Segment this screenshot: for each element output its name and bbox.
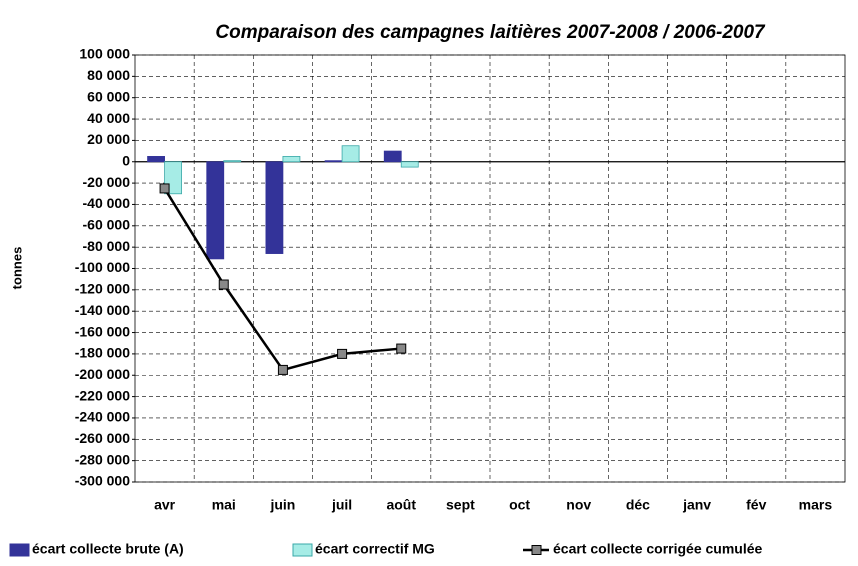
bar <box>324 160 343 163</box>
bar <box>206 161 225 260</box>
plot-border <box>134 54 846 483</box>
y-tick-label: -160 000 <box>75 323 130 339</box>
y-tick-label: -100 000 <box>75 259 130 275</box>
bar <box>282 156 301 163</box>
bar <box>400 161 419 168</box>
y-tick-label: 80 000 <box>87 67 130 83</box>
legend-swatch <box>9 543 30 557</box>
y-tick-label: -20 000 <box>83 174 131 190</box>
y-tick-label: -300 000 <box>75 473 130 489</box>
x-tick-label: avr <box>154 497 176 513</box>
x-tick-label: déc <box>626 497 650 513</box>
y-tick-label: -220 000 <box>75 387 130 403</box>
y-tick-label: -120 000 <box>75 281 130 297</box>
x-tick-label: juil <box>331 497 352 513</box>
y-tick-label: -240 000 <box>75 409 130 425</box>
marker <box>218 279 229 290</box>
y-tick-label: 60 000 <box>87 88 130 104</box>
x-tick-label: fév <box>746 497 766 513</box>
y-tick-label: -260 000 <box>75 430 130 446</box>
y-tick-label: -40 000 <box>83 195 131 211</box>
legend-label: écart collecte corrigée cumulée <box>553 541 763 557</box>
x-tick-label: janv <box>682 497 711 513</box>
chart-title: Comparaison des campagnes laitières 2007… <box>215 22 766 43</box>
y-axis-label: tonnes <box>9 247 24 290</box>
marker <box>337 348 348 359</box>
y-tick-label: 40 000 <box>87 110 130 126</box>
marker <box>396 343 407 354</box>
x-tick-label: mai <box>212 497 236 513</box>
y-tick-label: -140 000 <box>75 302 130 318</box>
x-tick-label: mars <box>799 497 833 513</box>
marker <box>277 364 288 375</box>
y-tick-label: 0 <box>122 152 130 168</box>
y-tick-label: -200 000 <box>75 366 130 382</box>
y-tick-label: -80 000 <box>83 238 131 254</box>
legend-marker <box>531 545 542 555</box>
marker <box>159 183 170 194</box>
x-tick-label: sept <box>446 497 475 513</box>
x-tick-label: juin <box>269 497 295 513</box>
bar <box>265 161 284 254</box>
y-tick-label: -60 000 <box>83 217 131 233</box>
bar <box>147 156 165 163</box>
y-tick-label: 100 000 <box>79 46 130 62</box>
legend-swatch <box>292 543 313 557</box>
y-tick-label: 20 000 <box>87 131 130 147</box>
bar <box>341 145 360 163</box>
legend-label: écart collecte brute (A) <box>32 541 184 557</box>
bar <box>223 160 242 163</box>
y-tick-label: -280 000 <box>75 451 130 467</box>
y-tick-label: -180 000 <box>75 345 130 361</box>
bar <box>383 150 402 163</box>
x-tick-label: oct <box>509 497 530 513</box>
legend-label: écart correctif MG <box>315 541 435 557</box>
x-tick-label: août <box>386 497 416 513</box>
x-tick-label: nov <box>566 497 591 513</box>
